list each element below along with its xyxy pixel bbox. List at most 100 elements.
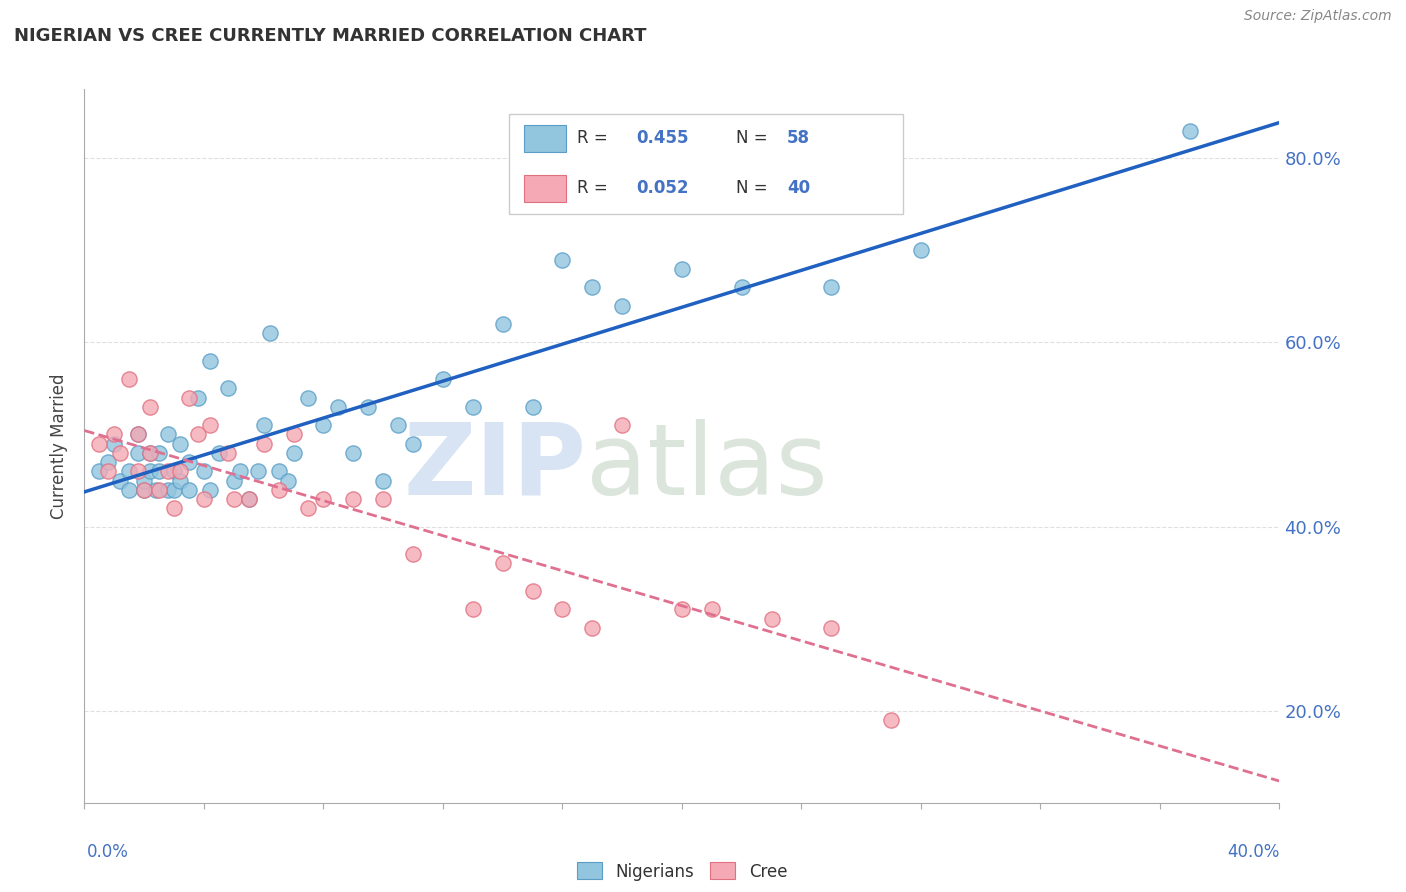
Text: R =: R = bbox=[576, 128, 613, 146]
Text: N =: N = bbox=[735, 128, 772, 146]
Point bbox=[157, 427, 180, 442]
Point bbox=[259, 326, 281, 341]
Point bbox=[267, 483, 290, 497]
Point bbox=[148, 483, 170, 497]
Point bbox=[118, 464, 141, 478]
Point bbox=[187, 427, 209, 442]
Text: 0.052: 0.052 bbox=[637, 178, 689, 196]
Point bbox=[110, 474, 132, 488]
Point bbox=[169, 464, 191, 478]
Point bbox=[89, 436, 111, 450]
Point bbox=[127, 427, 149, 442]
Point bbox=[461, 602, 484, 616]
Point bbox=[522, 584, 544, 599]
Point bbox=[671, 261, 693, 276]
Point bbox=[132, 483, 156, 497]
Point bbox=[193, 464, 215, 478]
Point bbox=[177, 455, 200, 469]
Point bbox=[217, 381, 239, 395]
Point bbox=[283, 446, 305, 460]
Text: atlas: atlas bbox=[586, 419, 828, 516]
Point bbox=[402, 547, 425, 561]
Point bbox=[551, 602, 574, 616]
Point bbox=[132, 474, 156, 488]
Point bbox=[132, 483, 156, 497]
Point bbox=[371, 491, 394, 506]
Point bbox=[820, 280, 842, 294]
Point bbox=[148, 464, 170, 478]
Point bbox=[222, 491, 245, 506]
Point bbox=[371, 474, 394, 488]
Point bbox=[228, 464, 252, 478]
FancyBboxPatch shape bbox=[524, 125, 567, 152]
Point bbox=[238, 491, 260, 506]
Text: 58: 58 bbox=[787, 128, 810, 146]
Text: N =: N = bbox=[735, 178, 772, 196]
Point bbox=[357, 400, 380, 414]
Point bbox=[145, 483, 167, 497]
Point bbox=[283, 427, 305, 442]
Point bbox=[238, 491, 260, 506]
Point bbox=[139, 464, 162, 478]
Point bbox=[761, 612, 783, 626]
Point bbox=[127, 464, 149, 478]
Point bbox=[163, 464, 186, 478]
Point bbox=[253, 436, 276, 450]
Point bbox=[581, 621, 603, 635]
Point bbox=[139, 446, 162, 460]
Point bbox=[97, 464, 120, 478]
Point bbox=[103, 427, 125, 442]
Point bbox=[492, 317, 515, 331]
FancyBboxPatch shape bbox=[509, 114, 903, 214]
Point bbox=[118, 483, 141, 497]
Point bbox=[610, 418, 633, 433]
Point bbox=[148, 446, 170, 460]
Point bbox=[103, 436, 125, 450]
Point bbox=[169, 436, 191, 450]
Point bbox=[297, 391, 319, 405]
Point bbox=[193, 491, 215, 506]
Point bbox=[522, 400, 544, 414]
Point bbox=[312, 491, 335, 506]
Point bbox=[89, 464, 111, 478]
Point bbox=[492, 557, 515, 571]
Point bbox=[731, 280, 754, 294]
Point bbox=[222, 474, 245, 488]
Point bbox=[97, 455, 120, 469]
Point bbox=[163, 501, 186, 516]
Point bbox=[118, 372, 141, 386]
Point bbox=[157, 483, 180, 497]
Point bbox=[187, 391, 209, 405]
Point bbox=[402, 436, 425, 450]
Y-axis label: Currently Married: Currently Married bbox=[51, 373, 69, 519]
Point bbox=[139, 400, 162, 414]
Point bbox=[208, 446, 231, 460]
Point bbox=[198, 354, 221, 368]
Point bbox=[342, 446, 364, 460]
Point bbox=[671, 602, 693, 616]
Point bbox=[198, 418, 221, 433]
Point bbox=[328, 400, 350, 414]
FancyBboxPatch shape bbox=[524, 175, 567, 202]
Point bbox=[432, 372, 454, 386]
Text: 0.0%: 0.0% bbox=[87, 843, 129, 861]
Point bbox=[127, 427, 149, 442]
Point bbox=[169, 474, 191, 488]
Point bbox=[610, 299, 633, 313]
Point bbox=[312, 418, 335, 433]
Text: R =: R = bbox=[576, 178, 613, 196]
Point bbox=[110, 446, 132, 460]
Text: 0.455: 0.455 bbox=[637, 128, 689, 146]
Point bbox=[277, 474, 299, 488]
Point bbox=[581, 280, 603, 294]
Point bbox=[163, 483, 186, 497]
Point bbox=[387, 418, 409, 433]
Point bbox=[198, 483, 221, 497]
Text: 40.0%: 40.0% bbox=[1227, 843, 1279, 861]
Point bbox=[700, 602, 723, 616]
Point bbox=[217, 446, 239, 460]
Text: ZIP: ZIP bbox=[404, 419, 586, 516]
Point bbox=[177, 391, 200, 405]
Point bbox=[551, 252, 574, 267]
Point bbox=[880, 713, 903, 727]
